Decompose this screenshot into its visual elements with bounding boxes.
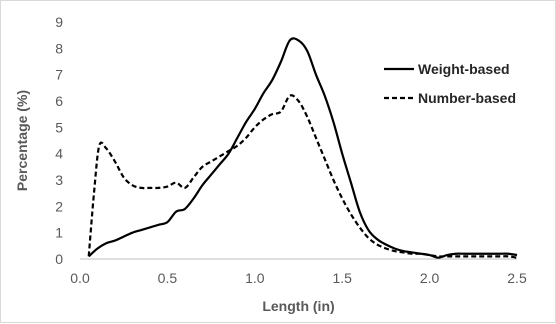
x-axis-title: Length (in) xyxy=(262,298,334,314)
legend-label-weight-based: Weight-based xyxy=(418,61,510,77)
x-tick-labels: 0.0 0.5 1.0 1.5 2.0 2.5 xyxy=(70,270,527,286)
x-tick-label: 1.0 xyxy=(245,270,265,286)
y-tick-label: 7 xyxy=(55,67,63,83)
y-tick-label: 9 xyxy=(55,14,63,30)
x-tick-label: 0.0 xyxy=(70,270,90,286)
series-layer xyxy=(87,37,518,259)
y-tick-label: 8 xyxy=(55,40,63,56)
x-tick-label: 2.0 xyxy=(420,270,440,286)
y-axis-title: Percentage (%) xyxy=(14,90,30,191)
y-tick-label: 4 xyxy=(55,146,63,162)
y-tick-labels: 0 1 2 3 4 5 6 7 8 9 xyxy=(55,14,63,267)
legend-label-number-based: Number-based xyxy=(418,90,516,106)
y-tick-label: 1 xyxy=(55,225,63,241)
x-tick-label: 0.5 xyxy=(158,270,178,286)
y-tick-label: 2 xyxy=(55,198,63,214)
series-line-weight-based xyxy=(87,37,518,259)
y-tick-label: 0 xyxy=(55,251,63,267)
x-tick-label: 1.5 xyxy=(332,270,352,286)
y-tick-label: 6 xyxy=(55,93,63,109)
y-tick-label: 3 xyxy=(55,172,63,188)
series-line-number-based xyxy=(87,94,518,259)
x-tick-label: 2.5 xyxy=(507,270,527,286)
y-tick-label: 5 xyxy=(55,119,63,135)
legend: Weight-based Number-based xyxy=(384,61,516,106)
